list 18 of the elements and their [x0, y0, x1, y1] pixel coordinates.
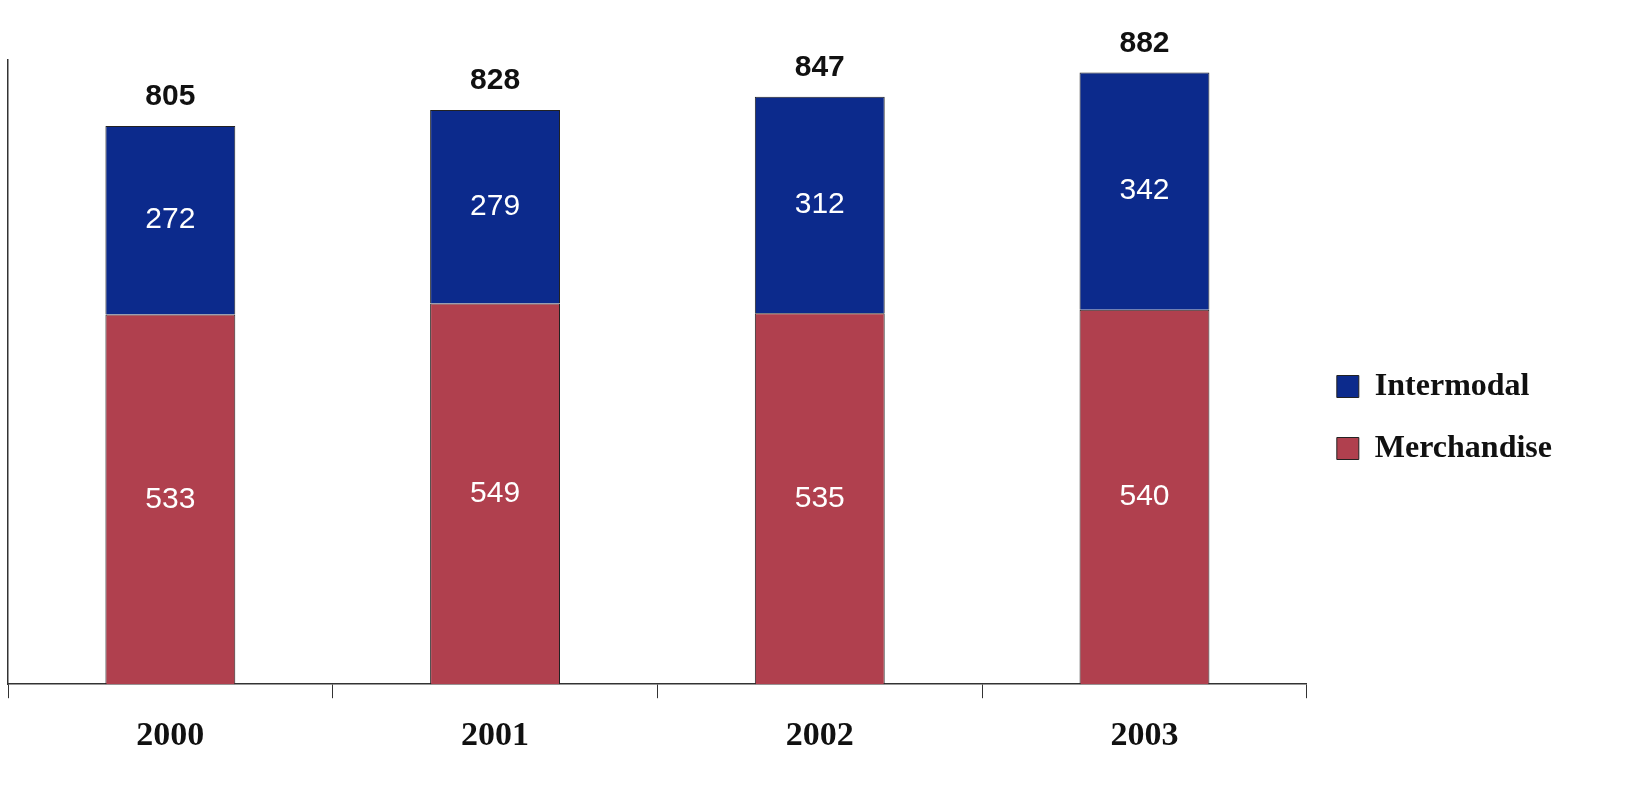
data-label: 279 [470, 187, 521, 221]
total-label: 847 [794, 49, 845, 83]
data-label: 342 [1119, 172, 1170, 206]
data-label: 533 [145, 480, 196, 514]
x-tick-label: 2002 [785, 715, 854, 753]
total-label: 882 [1119, 24, 1170, 58]
x-tick-label: 2000 [136, 715, 205, 753]
total-label: 828 [470, 62, 521, 96]
data-label: 272 [145, 201, 196, 235]
data-label: 535 [794, 479, 845, 513]
legend-label: Merchandise [1374, 427, 1552, 464]
x-tick-label: 2001 [461, 715, 530, 753]
data-label: 540 [1119, 478, 1170, 512]
data-label: 312 [794, 186, 845, 220]
x-tick-label: 2003 [1110, 715, 1179, 753]
data-label: 549 [470, 475, 521, 509]
legend-label: Intermodal [1374, 365, 1530, 402]
total-label: 805 [145, 78, 196, 112]
